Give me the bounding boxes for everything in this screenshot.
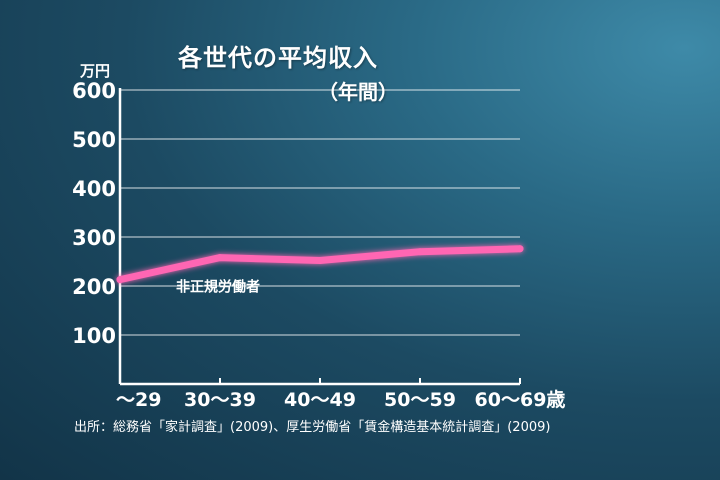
data-point — [216, 254, 224, 262]
data-point — [416, 248, 424, 256]
axes — [118, 88, 521, 386]
y-axis-unit-label: 万円 — [80, 62, 111, 80]
chart-title: 各世代の平均収入 — [178, 44, 378, 72]
data-point — [316, 257, 324, 265]
x-tick-label: 30〜39 — [184, 389, 256, 411]
grid-lines — [120, 89, 520, 336]
labels-layer: 100 200 300 400 500 600 〜29 30〜39 40〜49 50〜59 60〜6… — [72, 79, 565, 411]
data-point — [516, 245, 524, 253]
data-point — [116, 276, 124, 284]
y-tick-label: 300 — [72, 226, 116, 250]
y-tick-label: 100 — [72, 324, 116, 348]
x-tick-label: 50〜59 — [384, 389, 456, 411]
y-tick-label: 500 — [72, 128, 116, 152]
series-line — [116, 245, 524, 284]
y-tick-label: 200 — [72, 275, 116, 299]
x-tick-label: 40〜49 — [284, 389, 356, 411]
x-tick-label: 〜29 — [116, 389, 161, 411]
source-note: 出所：総務省「家計調査」(2009)、厚生労働省「賃金構造基本統計調査」(200… — [74, 420, 551, 435]
series-label: 非正規労働者 — [176, 279, 260, 296]
y-tick-label: 400 — [72, 177, 116, 201]
chart-subtitle: （年間） — [318, 80, 398, 104]
series-layer — [116, 245, 524, 284]
y-tick-label: 600 — [72, 79, 116, 103]
x-tick-label: 60〜69歳 — [475, 389, 566, 411]
